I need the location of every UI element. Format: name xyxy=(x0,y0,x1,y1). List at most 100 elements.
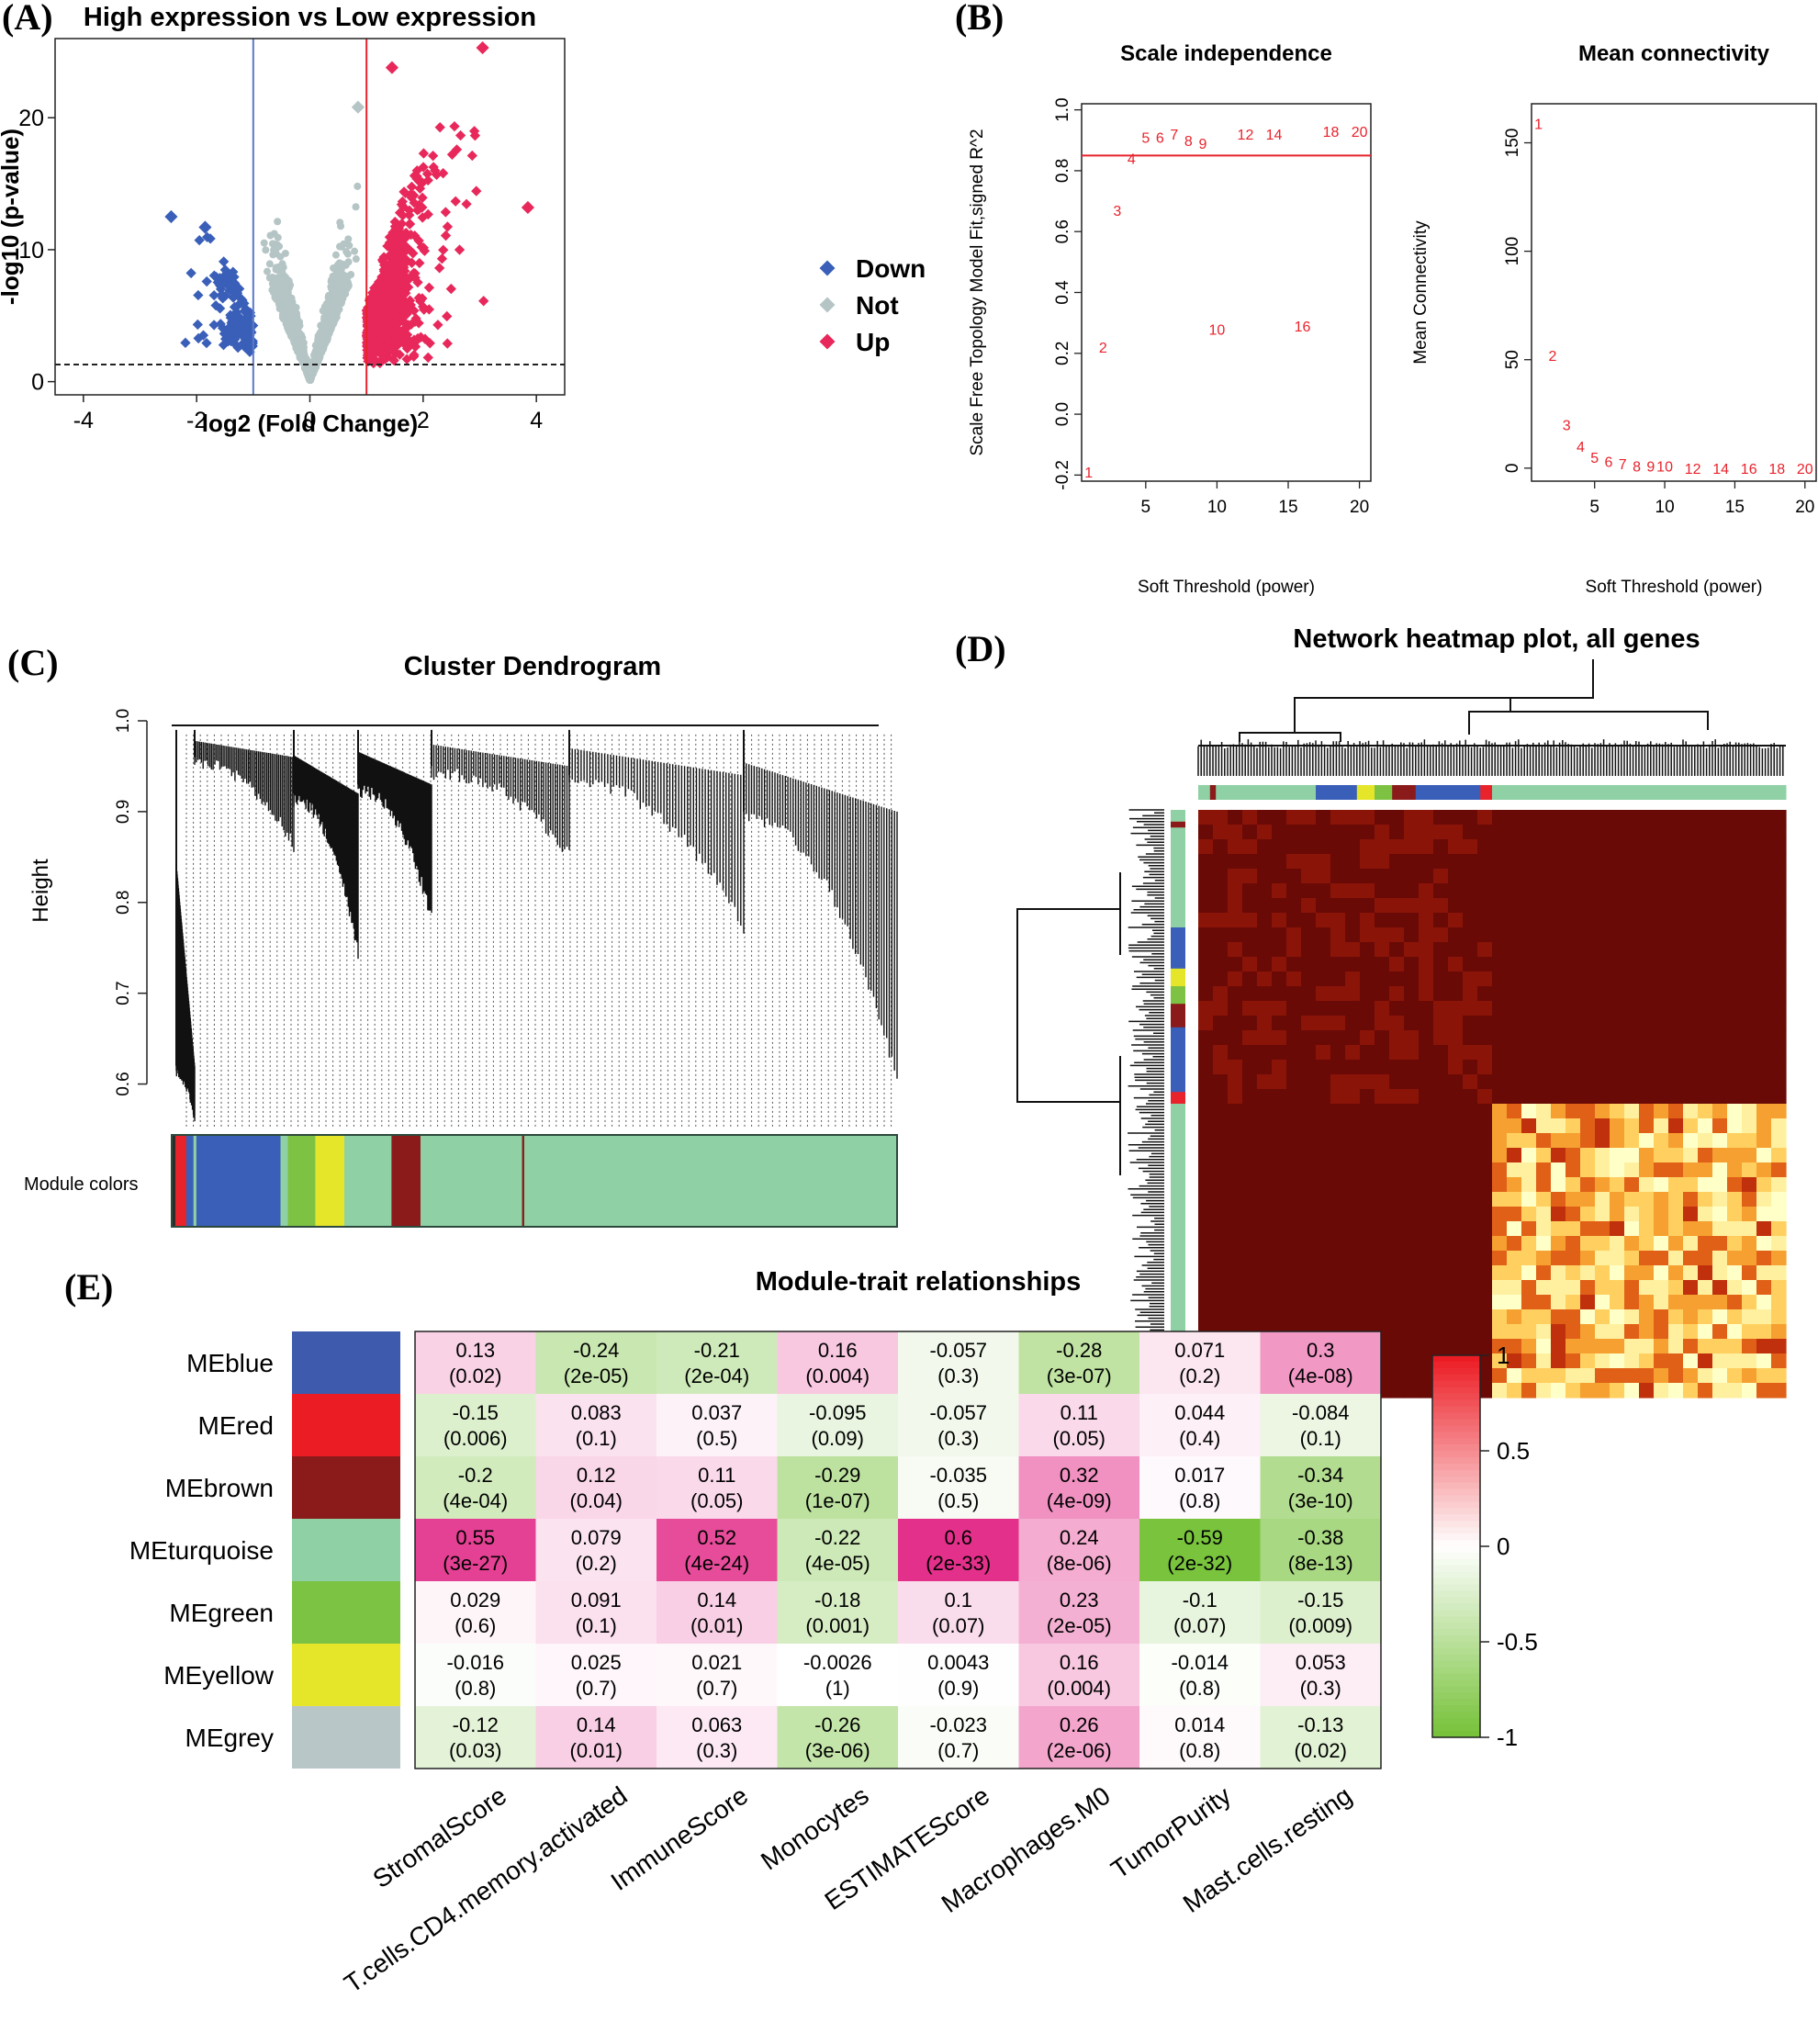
heatmap-cell xyxy=(1477,810,1493,825)
heatmap-cell xyxy=(1389,1074,1405,1090)
p-value: (8e-13) xyxy=(1288,1552,1353,1575)
heatmap-cell xyxy=(1389,839,1405,855)
heatmap-cell xyxy=(1433,913,1449,928)
heatmap-cell xyxy=(1463,1295,1478,1310)
heatmap-cell xyxy=(1742,1148,1757,1163)
heatmap-cell xyxy=(1521,1177,1537,1193)
heatmap-cell xyxy=(1566,1221,1581,1237)
heatmap-cell xyxy=(1433,1001,1449,1016)
y-tick-label: 0.6 xyxy=(114,1072,133,1095)
point-up xyxy=(466,150,477,162)
x-tick-label: 10 xyxy=(1655,498,1675,517)
heatmap-cell xyxy=(1213,1089,1229,1105)
heatmap-cell xyxy=(1316,942,1331,958)
heatmap-cell xyxy=(1580,1030,1596,1046)
heatmap-cell xyxy=(1683,927,1699,943)
heatmap-cell xyxy=(1536,971,1552,987)
heatmap-cell xyxy=(1448,898,1464,914)
scale-band xyxy=(1432,1521,1480,1528)
heatmap-cell xyxy=(1345,810,1361,825)
heatmap-cell xyxy=(1742,810,1757,825)
heatmap-cell xyxy=(1198,913,1214,928)
heatmap-cell xyxy=(1301,1309,1317,1325)
heatmap-cell xyxy=(1330,971,1346,987)
x-tick-label: -2 xyxy=(186,408,207,433)
heatmap-cell xyxy=(1404,1030,1420,1046)
heatmap-cell xyxy=(1683,1089,1699,1105)
heatmap-cell xyxy=(1683,1295,1699,1310)
heatmap-cell xyxy=(1272,1309,1287,1325)
correlation-cell xyxy=(415,1706,536,1769)
heatmap-cell xyxy=(1624,1118,1640,1134)
p-value: (0.3) xyxy=(937,1365,979,1387)
heatmap-cell xyxy=(1360,1148,1375,1163)
heatmap-cell xyxy=(1742,1016,1757,1031)
point-down xyxy=(214,279,225,290)
heatmap-cell xyxy=(1257,927,1273,943)
heatmap-cell xyxy=(1448,1060,1464,1075)
point-up xyxy=(409,349,420,361)
heatmap-cell xyxy=(1419,1324,1434,1340)
p-value: (4e-05) xyxy=(805,1552,870,1575)
heatmap-cell xyxy=(1507,1074,1522,1090)
heatmap-cell xyxy=(1507,1148,1522,1163)
heatmap-cell xyxy=(1683,1045,1699,1061)
heatmap-cell xyxy=(1624,1074,1640,1090)
x-tick-label: -4 xyxy=(73,408,94,433)
point-up xyxy=(423,282,435,293)
p-value: (0.006) xyxy=(443,1427,508,1450)
heatmap-cell xyxy=(1712,1089,1728,1105)
heatmap-cell xyxy=(1286,1309,1302,1325)
heatmap-cell xyxy=(1536,1133,1552,1149)
heatmap-cell xyxy=(1507,1030,1522,1046)
heatmap-cell xyxy=(1521,1221,1537,1237)
heatmap-cell xyxy=(1228,1207,1243,1222)
heatmap-cell xyxy=(1492,1368,1508,1384)
point-down xyxy=(208,289,219,301)
heatmap-cell xyxy=(1610,1177,1625,1193)
heatmap-cell xyxy=(1433,1104,1449,1119)
heatmap-cell xyxy=(1375,942,1390,958)
heatmap-cell xyxy=(1345,1236,1361,1252)
heatmap-cell xyxy=(1507,1089,1522,1105)
heatmap-cell xyxy=(1404,1104,1420,1119)
correlation-cell xyxy=(1018,1331,1139,1394)
heatmap-cell xyxy=(1492,810,1508,825)
point-up xyxy=(398,337,410,348)
heatmap-cell xyxy=(1536,1251,1552,1266)
p-value: (4e-09) xyxy=(1047,1489,1112,1512)
p-value: (8e-06) xyxy=(1047,1552,1112,1575)
heatmap-cell xyxy=(1668,1089,1684,1105)
heatmap-cell xyxy=(1404,839,1420,855)
y-tick-label: 0.9 xyxy=(114,800,133,824)
heatmap-cell xyxy=(1448,927,1464,943)
heatmap-cell xyxy=(1389,1177,1405,1193)
heatmap-cell xyxy=(1242,957,1258,972)
heatmap-cell xyxy=(1198,1162,1214,1178)
heatmap-cell xyxy=(1463,1192,1478,1207)
heatmap-cell xyxy=(1228,810,1243,825)
point-up xyxy=(413,235,424,246)
heatmap-cell xyxy=(1566,986,1581,1002)
heatmap-cell xyxy=(1242,839,1258,855)
heatmap-cell xyxy=(1360,883,1375,899)
power-point: 16 xyxy=(1741,462,1757,477)
panel-a-label: (A) xyxy=(2,0,53,38)
heatmap-cell xyxy=(1477,1309,1493,1325)
point-not xyxy=(302,365,310,373)
heatmap-cell xyxy=(1330,1192,1346,1207)
heatmap-cell xyxy=(1213,1074,1229,1090)
heatmap-cell xyxy=(1492,1265,1508,1281)
heatmap-cell xyxy=(1242,1236,1258,1252)
left-module-strip xyxy=(1171,927,1185,970)
heatmap-cell xyxy=(1448,942,1464,958)
heatmap-cell xyxy=(1742,927,1757,943)
heatmap-cell xyxy=(1477,1192,1493,1207)
heatmap-cell xyxy=(1492,825,1508,840)
heatmap-cell xyxy=(1521,1148,1537,1163)
correlation-value: 0.23 xyxy=(1060,1589,1099,1612)
heatmap-cell xyxy=(1668,1030,1684,1046)
heatmap-cell xyxy=(1330,1118,1346,1134)
heatmap-cell xyxy=(1756,1324,1772,1340)
heatmap-cell xyxy=(1419,1236,1434,1252)
